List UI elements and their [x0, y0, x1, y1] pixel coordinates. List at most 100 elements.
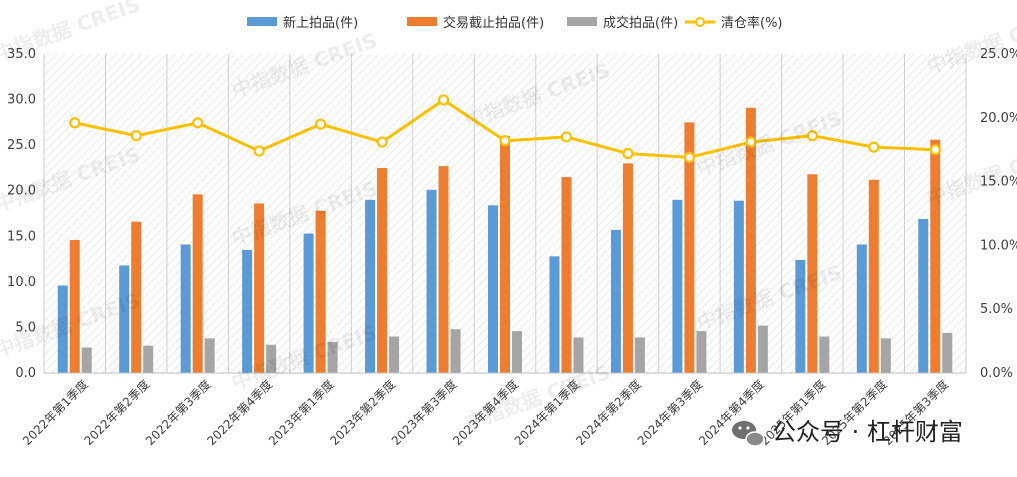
- rate-point: [683, 151, 696, 163]
- y-left-tick-label: 10.0: [7, 275, 36, 290]
- legend: 新上拍品(件) 交易截止拍品(件) 成交拍品(件) 清仓率(%): [247, 15, 783, 31]
- y-left-tick-label: 5.0: [15, 320, 36, 335]
- bar-3: [81, 347, 92, 373]
- bar-2: [315, 210, 326, 373]
- y-right-tick-label: 20.0%: [980, 111, 1017, 126]
- legend-marker: [695, 17, 705, 27]
- bar-1: [303, 233, 314, 373]
- legend-swatch: [247, 17, 277, 26]
- bar-3: [573, 337, 584, 373]
- legend-label: 交易截止拍品(件): [443, 15, 544, 31]
- rate-point: [560, 131, 573, 143]
- bar-2: [807, 174, 818, 373]
- bar-2: [254, 203, 265, 373]
- bar-1: [795, 259, 806, 373]
- wechat-account-text: 公众号 · 杠杆财富: [772, 418, 963, 446]
- legend-label: 清仓率(%): [721, 15, 783, 31]
- bar-2: [131, 221, 142, 373]
- wechat-icon: [732, 421, 765, 447]
- bar-2: [69, 239, 80, 373]
- rate-point: [253, 145, 265, 157]
- bar-1: [672, 199, 683, 373]
- bar-2: [377, 167, 388, 373]
- bar-1: [856, 244, 867, 373]
- rate-point: [192, 117, 204, 129]
- y-right-tick-label: 5.0%: [980, 302, 1013, 317]
- legend-label: 新上拍品(件): [283, 15, 358, 31]
- bar-3: [634, 337, 645, 373]
- rate-point: [376, 136, 388, 148]
- bar-3: [327, 342, 338, 373]
- bar-2: [192, 194, 203, 373]
- bar-1: [488, 205, 498, 373]
- y-left-tick-label: 30.0: [7, 93, 36, 108]
- rate-point: [622, 147, 634, 160]
- y-right-tick-label: 0.0%: [980, 366, 1013, 381]
- y-left-tick-label: 25.0: [7, 138, 36, 153]
- rate-point: [745, 136, 757, 148]
- rate-point: [130, 130, 142, 142]
- bar-2: [930, 139, 941, 373]
- rate-point: [437, 94, 450, 106]
- bar-3: [266, 344, 277, 373]
- y-left-tick-label: 0.0: [15, 366, 36, 381]
- bar-2: [745, 107, 756, 373]
- bar-3: [512, 331, 522, 373]
- bar-3: [389, 336, 400, 373]
- bar-1: [549, 256, 560, 373]
- left-axis: 0.0 5.0 10.0 15.0 20.0 25.0 30.0 35.0: [7, 47, 36, 381]
- y-left-tick-label: 15.0: [7, 229, 36, 244]
- bar-2: [622, 163, 633, 373]
- bar-1: [733, 200, 744, 373]
- right-axis: 0.0% 5.0% 10.0% 15.0% 20.0% 25.0%: [980, 47, 1017, 381]
- bar-1: [180, 244, 191, 373]
- y-right-tick-label: 10.0%: [980, 238, 1017, 253]
- bar-3: [880, 338, 891, 373]
- wechat-mark: 公众号 · 杠杆财富: [732, 418, 963, 447]
- wechat-eye: [738, 426, 742, 430]
- x-tick-label: 2023年第3季度: [388, 377, 460, 449]
- bar-2: [561, 177, 572, 373]
- bar-3: [942, 332, 953, 373]
- category-separators: [43, 54, 967, 373]
- bar-1: [918, 218, 929, 373]
- bar-3: [450, 329, 461, 373]
- bar-2: [684, 122, 695, 373]
- bar-2: [500, 136, 510, 373]
- rate-point: [929, 144, 941, 156]
- y-right-tick-label: 25.0%: [980, 47, 1017, 62]
- y-left-tick-label: 20.0: [7, 184, 36, 199]
- bar-3: [204, 338, 215, 373]
- wechat-bubble-small: [745, 431, 765, 447]
- legend-swatch: [407, 17, 437, 26]
- legend-swatch: [567, 17, 597, 26]
- legend-label: 成交拍品(件): [603, 15, 678, 31]
- watermark-text: 中指数据 CREIS: [924, 4, 1017, 79]
- rate-point: [315, 118, 327, 130]
- line-series: [69, 94, 941, 163]
- x-tick-label: 2024年第3季度: [634, 377, 706, 449]
- bar-3: [819, 336, 830, 373]
- bar-1: [57, 285, 68, 373]
- rate-point: [806, 130, 818, 142]
- y-left-tick-label: 35.0: [7, 47, 36, 62]
- x-tick-label: 2022年第2季度: [81, 377, 153, 449]
- bar-1: [365, 199, 376, 373]
- x-tick-label: 2022年第1季度: [19, 377, 91, 449]
- x-tick-label: 2023年第1季度: [265, 377, 337, 449]
- bar-1: [242, 249, 253, 373]
- bar-2: [438, 166, 449, 373]
- bar-1: [610, 229, 621, 373]
- rate-point: [868, 141, 880, 153]
- y-right-tick-label: 15.0%: [980, 175, 1017, 190]
- x-tick-label: 2023年第2季度: [327, 377, 399, 449]
- bar-2: [868, 179, 879, 373]
- bar-3: [757, 325, 768, 373]
- rate-point: [69, 117, 81, 129]
- bar-1: [119, 265, 130, 373]
- bar-3: [143, 345, 154, 373]
- bar-1: [426, 189, 437, 373]
- bars: [57, 107, 953, 373]
- bar-3: [696, 331, 707, 373]
